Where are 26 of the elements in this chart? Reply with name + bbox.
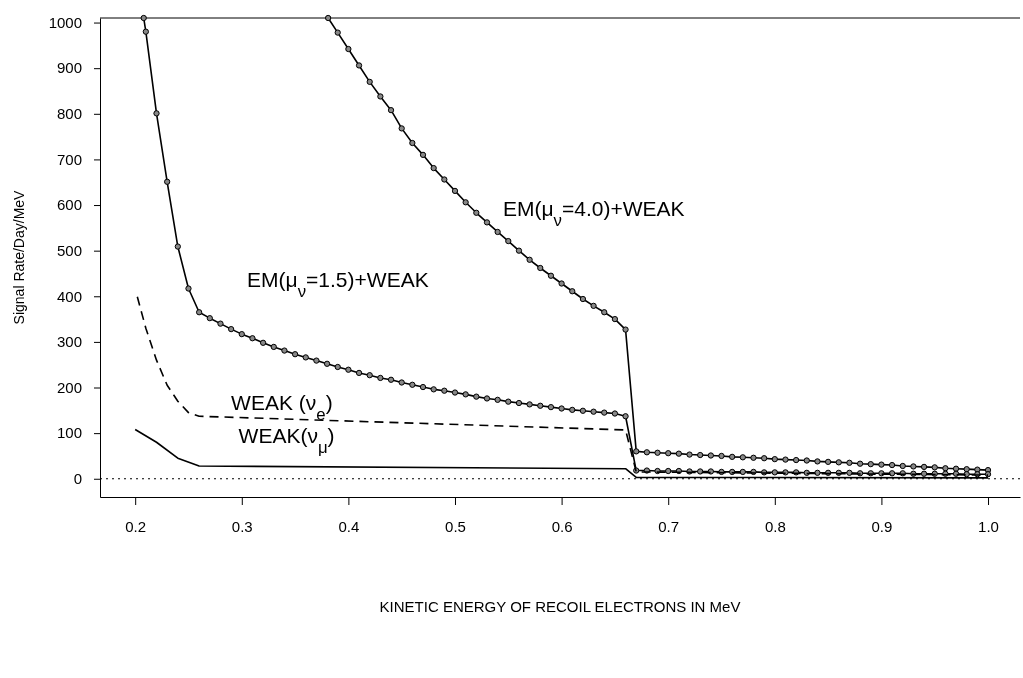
y-tick-label: 0 — [73, 470, 82, 488]
x-axis-title: KINETIC ENERGY OF RECOIL ELECTRONS IN MeV — [379, 598, 741, 615]
y-tick-label: 800 — [56, 105, 82, 123]
series-label: EM(μ$_{ν}$=4.0)+WEAK — [502, 197, 685, 230]
y-tick-label: 100 — [56, 424, 82, 442]
series-label: WEAK(ν$_{μ}$) — [238, 424, 335, 457]
x-tick-label: 0.6 — [551, 518, 573, 535]
x-tick-label: 1.0 — [978, 518, 999, 535]
x-tick-label: 0.7 — [658, 518, 680, 535]
x-tick-label: 0.3 — [231, 518, 253, 535]
x-tick-label: 0.5 — [445, 518, 466, 535]
y-tick-label: 900 — [56, 59, 82, 77]
y-tick-label: 1000 — [48, 13, 82, 31]
y-tick-label: 300 — [56, 333, 82, 351]
y-axis-title: Signal Rate/Day/MeV — [11, 189, 27, 325]
x-tick-label: 0.8 — [764, 518, 786, 535]
y-tick-label: 500 — [56, 241, 82, 259]
y-tick-label: 200 — [56, 378, 82, 396]
series-label: EM(μ$_{ν}$=1.5)+WEAK — [247, 268, 429, 301]
x-tick-label: 0.4 — [338, 518, 360, 535]
x-tick-label: 0.2 — [125, 518, 147, 535]
y-tick-label: 400 — [56, 287, 82, 305]
series-label: WEAK (ν$_{e}$) — [231, 391, 333, 424]
y-tick-label: 600 — [56, 196, 82, 214]
y-tick-label: 700 — [56, 150, 82, 168]
x-tick-label: 0.9 — [871, 518, 893, 535]
